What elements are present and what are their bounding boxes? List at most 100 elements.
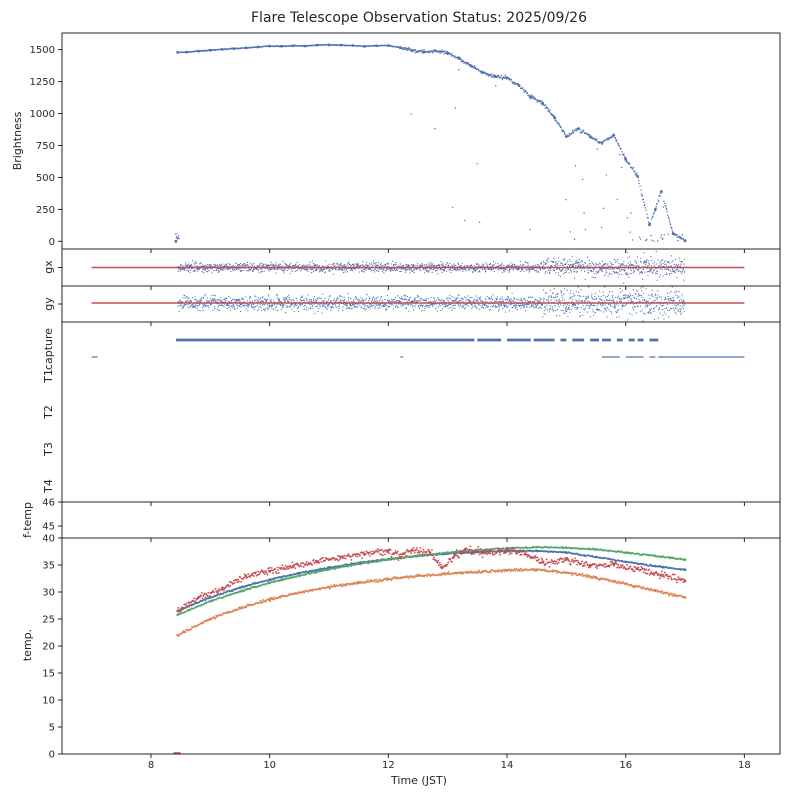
gy-sample (670, 298, 671, 299)
gy-sample (683, 300, 684, 301)
gx-sample (580, 261, 581, 262)
gy-sample (660, 297, 661, 298)
gx-sample (648, 262, 649, 263)
gx-sample (560, 276, 561, 277)
gy-sample (547, 309, 548, 310)
gy-sample (490, 300, 491, 301)
gy-sample (433, 297, 434, 298)
gy-sample (542, 297, 543, 298)
gy-sample (659, 296, 660, 297)
gx-sample (662, 259, 663, 260)
gy-sample (536, 307, 537, 308)
gx-sample (587, 257, 588, 258)
gy-sample (342, 299, 343, 300)
gy-sample (665, 297, 666, 298)
gy-sample (561, 310, 562, 311)
brightness-sample (522, 87, 523, 88)
gx-sample (416, 265, 417, 266)
gy-sample (185, 301, 186, 302)
gx-sample (600, 263, 601, 264)
gx-sample (510, 269, 511, 270)
brightness-sample (561, 127, 562, 128)
gx-sample (444, 270, 445, 271)
gx-sample (613, 269, 614, 270)
gy-sample (271, 306, 272, 307)
gy-sample (548, 297, 549, 298)
gy-sample (450, 307, 451, 308)
brightness-sample (670, 224, 671, 225)
gy-sample (569, 309, 570, 310)
gy-sample (257, 310, 258, 311)
gx-sample (498, 269, 499, 270)
gy-sample (579, 295, 580, 296)
gx-sample (497, 263, 498, 264)
gy-sample (271, 301, 272, 302)
gx-sample (180, 270, 181, 271)
gx-sample (670, 270, 671, 271)
gy-sample (585, 296, 586, 297)
brightness-sample (664, 203, 665, 204)
gy-sample (649, 298, 650, 299)
gx-sample (671, 273, 672, 274)
gy-sample (480, 298, 481, 299)
gx-sample (391, 263, 392, 264)
gx-sample (519, 265, 520, 266)
gx-sample (331, 264, 332, 265)
gx-sample (333, 274, 334, 275)
gy-sample (400, 298, 401, 299)
gx-sample (558, 272, 559, 273)
gy-sample (290, 306, 291, 307)
gy-sample (457, 305, 458, 306)
gy-sample (523, 307, 524, 308)
gx-sample (527, 262, 528, 263)
gy-sample (559, 299, 560, 300)
gy-sample (590, 305, 591, 306)
brightness-sample (661, 234, 662, 235)
gx-sample (578, 262, 579, 263)
gy-sample (436, 300, 437, 301)
gy-sample (656, 305, 657, 306)
gx-sample (558, 257, 559, 258)
gy-sample (613, 300, 614, 301)
gx-sample (567, 260, 568, 261)
brightness-sample (570, 231, 571, 232)
gy-sample (310, 308, 311, 309)
gx-sample (589, 260, 590, 261)
gx-sample (476, 269, 477, 270)
gx-sample (247, 262, 248, 263)
gy-sample (593, 315, 594, 316)
gy-sample (499, 304, 500, 305)
gy-sample (576, 300, 577, 301)
brightness-sample (504, 78, 505, 79)
brightness-sample (646, 209, 647, 210)
gx-sample (250, 262, 251, 263)
brightness-sample (650, 223, 651, 224)
gy-sample (376, 297, 377, 298)
gy-sample (273, 309, 274, 310)
gy-sample (254, 307, 255, 308)
gy-sample (515, 305, 516, 306)
gx-sample (628, 277, 629, 278)
gy-sample (499, 299, 500, 300)
gy-sample (471, 308, 472, 309)
gx-sample (529, 269, 530, 270)
brightness-sample (414, 52, 415, 53)
gy-sample (479, 304, 480, 305)
brightness-sample (626, 160, 627, 161)
gy-sample (525, 310, 526, 311)
brightness-sample (672, 232, 673, 233)
brightness-sample (473, 67, 474, 68)
gy-sample (424, 300, 425, 301)
gx-sample (491, 268, 492, 269)
gx-sample (660, 268, 661, 269)
gy-sample (623, 295, 624, 296)
gx-sample (595, 277, 596, 278)
gy-sample (258, 297, 259, 298)
gy-sample (372, 298, 373, 299)
gy-sample (355, 297, 356, 298)
gx-sample (261, 268, 262, 269)
brightness-sample (415, 49, 416, 50)
brightness-sample (636, 173, 637, 174)
gy-sample (315, 306, 316, 307)
gy-sample (580, 289, 581, 290)
